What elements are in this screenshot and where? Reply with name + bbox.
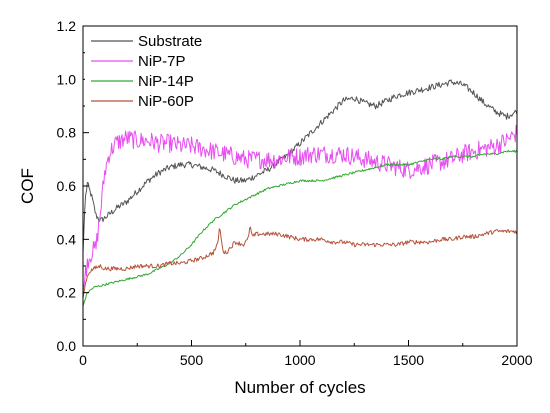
x-tick-label: 500 [180,352,204,368]
legend-label-nip-14p: NiP-14P [138,73,194,90]
series-layer [82,79,518,307]
x-tick-label: 1000 [284,352,315,368]
series-line-substrate [82,79,518,253]
legend-label-nip-60p: NiP-60P [138,93,194,110]
y-tick-label: 0.4 [57,231,77,247]
legend-label-substrate: Substrate [138,33,202,50]
series-line-nip-60p [82,226,518,299]
y-tick-label: 0.0 [57,338,77,354]
y-tick-label: 1.0 [57,71,77,87]
y-tick-label: 0.2 [57,285,77,301]
y-tick-label: 0.6 [57,178,77,194]
y-tick-label: 0.8 [57,125,77,141]
series-line-nip-14p [82,149,518,307]
x-tick-label: 1500 [393,352,424,368]
y-tick-label: 1.2 [57,18,77,34]
y-axis-title: COF [18,168,37,204]
tick-labels-layer: 0 500 1000 1500 2000 0.0 0.2 0.4 0.6 0.8 1.0 1.2 [57,18,533,368]
series-line-nip-7p [82,124,518,293]
legend: Substrate NiP-7P NiP-14P NiP-60P [85,28,245,114]
x-axis-title: Number of cycles [234,378,365,397]
legend-label-nip-7p: NiP-7P [138,53,186,70]
legend-box [85,28,245,114]
x-tick-label: 0 [79,352,87,368]
x-tick-label: 2000 [501,352,532,368]
